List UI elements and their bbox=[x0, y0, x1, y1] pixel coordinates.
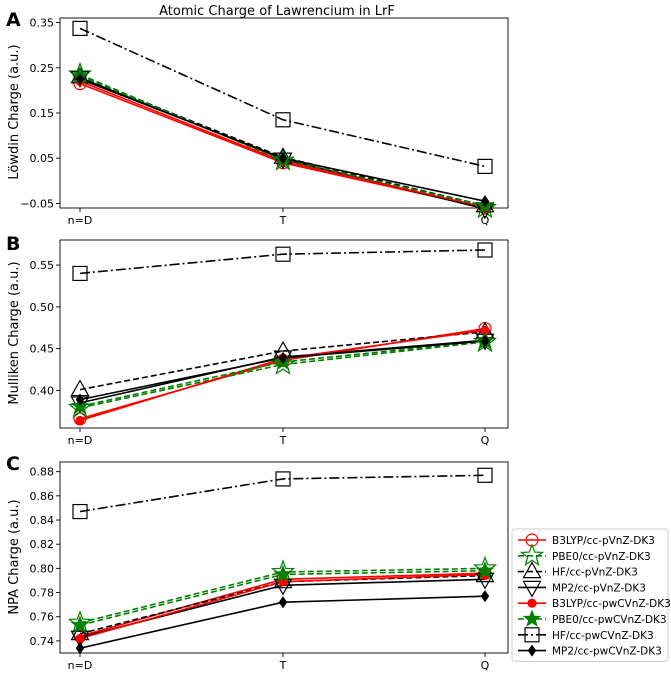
xtick-label: Q bbox=[481, 214, 490, 227]
ytick-label: 0.80 bbox=[30, 562, 55, 575]
data-point-pbe0-cc-pwcvnz-dk3 bbox=[475, 561, 495, 579]
data-point-mp2-cc-pwcvnz-dk3 bbox=[278, 152, 288, 165]
data-point-hf-cc-pwcvnz-dk3 bbox=[72, 20, 88, 37]
legend-box bbox=[511, 528, 669, 662]
xtick-label: n=D bbox=[68, 214, 93, 227]
series-line-mp2-cc-pwcvnz-dk3 bbox=[79, 340, 486, 401]
xtick-label: T bbox=[279, 659, 287, 672]
ytick-label: 0.25 bbox=[30, 62, 55, 75]
data-point-mp2-cc-pwcvnz-dk3 bbox=[278, 596, 288, 609]
panel-label-b: B bbox=[6, 233, 20, 255]
series-line-pbe0-cc-pvnz-dk3 bbox=[79, 341, 486, 409]
ytick-label: 0.82 bbox=[30, 538, 55, 551]
ytick-label: 0.76 bbox=[30, 611, 55, 624]
series-line-hf-cc-pwcvnz-dk3 bbox=[79, 27, 486, 168]
ytick-label: 0.84 bbox=[30, 514, 55, 527]
legend-marker-pbe0-cc-pvnz-dk3 bbox=[519, 543, 545, 567]
ytick-label: 0.88 bbox=[30, 466, 55, 479]
series-line-hf-cc-pvnz-dk3 bbox=[79, 331, 486, 391]
legend-label: B3LYP/cc-pVnZ-DK3 bbox=[552, 535, 655, 547]
data-point-hf-cc-pwcvnz-dk3 bbox=[477, 158, 493, 174]
xtick-label: n=D bbox=[68, 434, 93, 447]
series-line-mp2-cc-pwcvnz-dk3 bbox=[79, 78, 486, 202]
xtick-label: n=D bbox=[68, 659, 93, 672]
legend-label: MP2/cc-pVnZ-DK3 bbox=[552, 582, 646, 594]
data-point-hf-cc-pwcvnz-dk3 bbox=[72, 503, 88, 520]
legend-label: PBE0/cc-pVnZ-DK3 bbox=[552, 551, 651, 563]
ytick-label: 0.50 bbox=[30, 301, 55, 314]
data-point-pbe0-cc-pwcvnz-dk3 bbox=[273, 564, 293, 583]
data-point-mp2-cc-pwcvnz-dk3 bbox=[278, 351, 288, 364]
panel-b: B Mulliken Charge (a.u.) 0.40 0.45 0.50 0.5… bbox=[6, 233, 509, 447]
data-point-mp2-cc-pwcvnz-dk3 bbox=[480, 590, 490, 603]
series-line-pbe0-cc-pwcvnz-dk3 bbox=[79, 75, 486, 207]
legend-label: MP2/cc-pwCVnZ-DK3 bbox=[552, 646, 662, 658]
data-point-hf-cc-pwcvnz-dk3 bbox=[275, 112, 291, 128]
xtick-label: T bbox=[279, 434, 287, 447]
plot-frame-b bbox=[59, 239, 509, 429]
xtick-label: T bbox=[279, 214, 287, 227]
ylabel-a: Löwdin Charge (a.u.) bbox=[7, 44, 22, 179]
data-point-b3lyp-cc-pwcvnz-dk3 bbox=[75, 415, 85, 426]
data-point-pbe0-cc-pwcvnz-dk3 bbox=[70, 615, 90, 634]
data-point-pbe0-cc-pvnz-dk3 bbox=[270, 351, 296, 375]
plot-frame-c bbox=[59, 461, 509, 654]
legend-marker-pbe0-cc-pwcvnz-dk3 bbox=[522, 609, 542, 627]
data-point-hf-cc-pwcvnz-dk3 bbox=[477, 467, 493, 483]
data-point-mp2-cc-pwcvnz-dk3 bbox=[75, 73, 85, 86]
series-line-mp2-cc-pvnz-dk3 bbox=[79, 339, 486, 404]
ytick-label: 0.74 bbox=[30, 635, 55, 648]
ytick-label: 0.15 bbox=[30, 107, 55, 120]
ytick-label: 0.55 bbox=[30, 259, 55, 272]
series-line-hf-cc-pwcvnz-dk3 bbox=[79, 474, 486, 513]
ytick-label: 0.35 bbox=[30, 17, 55, 30]
panel-a: A Löwdin Charge (a.u.) 0.35 0.25 0.15 0.05 −… bbox=[6, 9, 509, 227]
figure-title: Atomic Charge of Lawrencium in LrF bbox=[159, 4, 395, 19]
legend-label: HF/cc-pVnZ-DK3 bbox=[552, 567, 638, 579]
legend-marker-hf-cc-pvnz-dk3 bbox=[522, 561, 542, 579]
ylabel-c: NPA Charge (a.u.) bbox=[7, 499, 22, 614]
legend-label: PBE0/cc-pwCVnZ-DK3 bbox=[552, 614, 667, 626]
ylabel-b: Mulliken Charge (a.u.) bbox=[7, 261, 22, 404]
data-point-hf-cc-pwcvnz-dk3 bbox=[275, 246, 291, 262]
data-point-hf-cc-pwcvnz-dk3 bbox=[477, 242, 493, 258]
series-line-hf-cc-pvnz-dk3 bbox=[79, 76, 486, 207]
ytick-label: 0.40 bbox=[30, 384, 55, 397]
legend-marker-b3lyp-cc-pwcvnz-dk3 bbox=[527, 598, 537, 608]
ytick-label: 0.05 bbox=[30, 152, 55, 165]
ytick-label: −0.05 bbox=[20, 197, 54, 210]
legend-label: HF/cc-pwCVnZ-DK3 bbox=[552, 630, 654, 642]
data-point-mp2-cc-pwcvnz-dk3 bbox=[480, 195, 490, 208]
legend-marker-mp2-cc-pvnz-dk3 bbox=[522, 580, 542, 598]
series-line-hf-cc-pwcvnz-dk3 bbox=[79, 249, 486, 275]
data-point-hf-cc-pwcvnz-dk3 bbox=[72, 265, 88, 282]
panel-label-a: A bbox=[6, 9, 21, 31]
legend-marker-hf-cc-pwcvnz-dk3 bbox=[524, 627, 540, 643]
xtick-label: Q bbox=[481, 659, 490, 672]
series-line-mp2-cc-pvnz-dk3 bbox=[79, 76, 486, 210]
legend: B3LYP/cc-pVnZ-DK3 PBE0/cc-pVnZ-DK3 HF/cc-p… bbox=[511, 528, 671, 662]
data-point-mp2-cc-pwcvnz-dk3 bbox=[480, 335, 490, 348]
legend-label: B3LYP/cc-pwCVnZ-DK3 bbox=[552, 598, 671, 610]
legend-marker-mp2-cc-pwcvnz-dk3 bbox=[527, 644, 537, 657]
data-point-mp2-cc-pwcvnz-dk3 bbox=[75, 393, 85, 406]
data-point-mp2-cc-pwcvnz-dk3 bbox=[75, 642, 85, 655]
data-point-hf-cc-pwcvnz-dk3 bbox=[275, 471, 291, 487]
panel-label-c: C bbox=[6, 453, 20, 475]
panel-c: C NPA Charge (a.u.) 0.74 0.76 0.78 0.80 0.82… bbox=[6, 453, 509, 672]
xtick-label: Q bbox=[481, 434, 490, 447]
ytick-label: 0.45 bbox=[30, 343, 55, 356]
data-point-hf-cc-pvnz-dk3 bbox=[70, 379, 90, 397]
ytick-label: 0.78 bbox=[30, 587, 55, 600]
data-point-b3lyp-cc-pwcvnz-dk3 bbox=[75, 633, 85, 644]
ytick-label: 0.86 bbox=[30, 490, 55, 503]
